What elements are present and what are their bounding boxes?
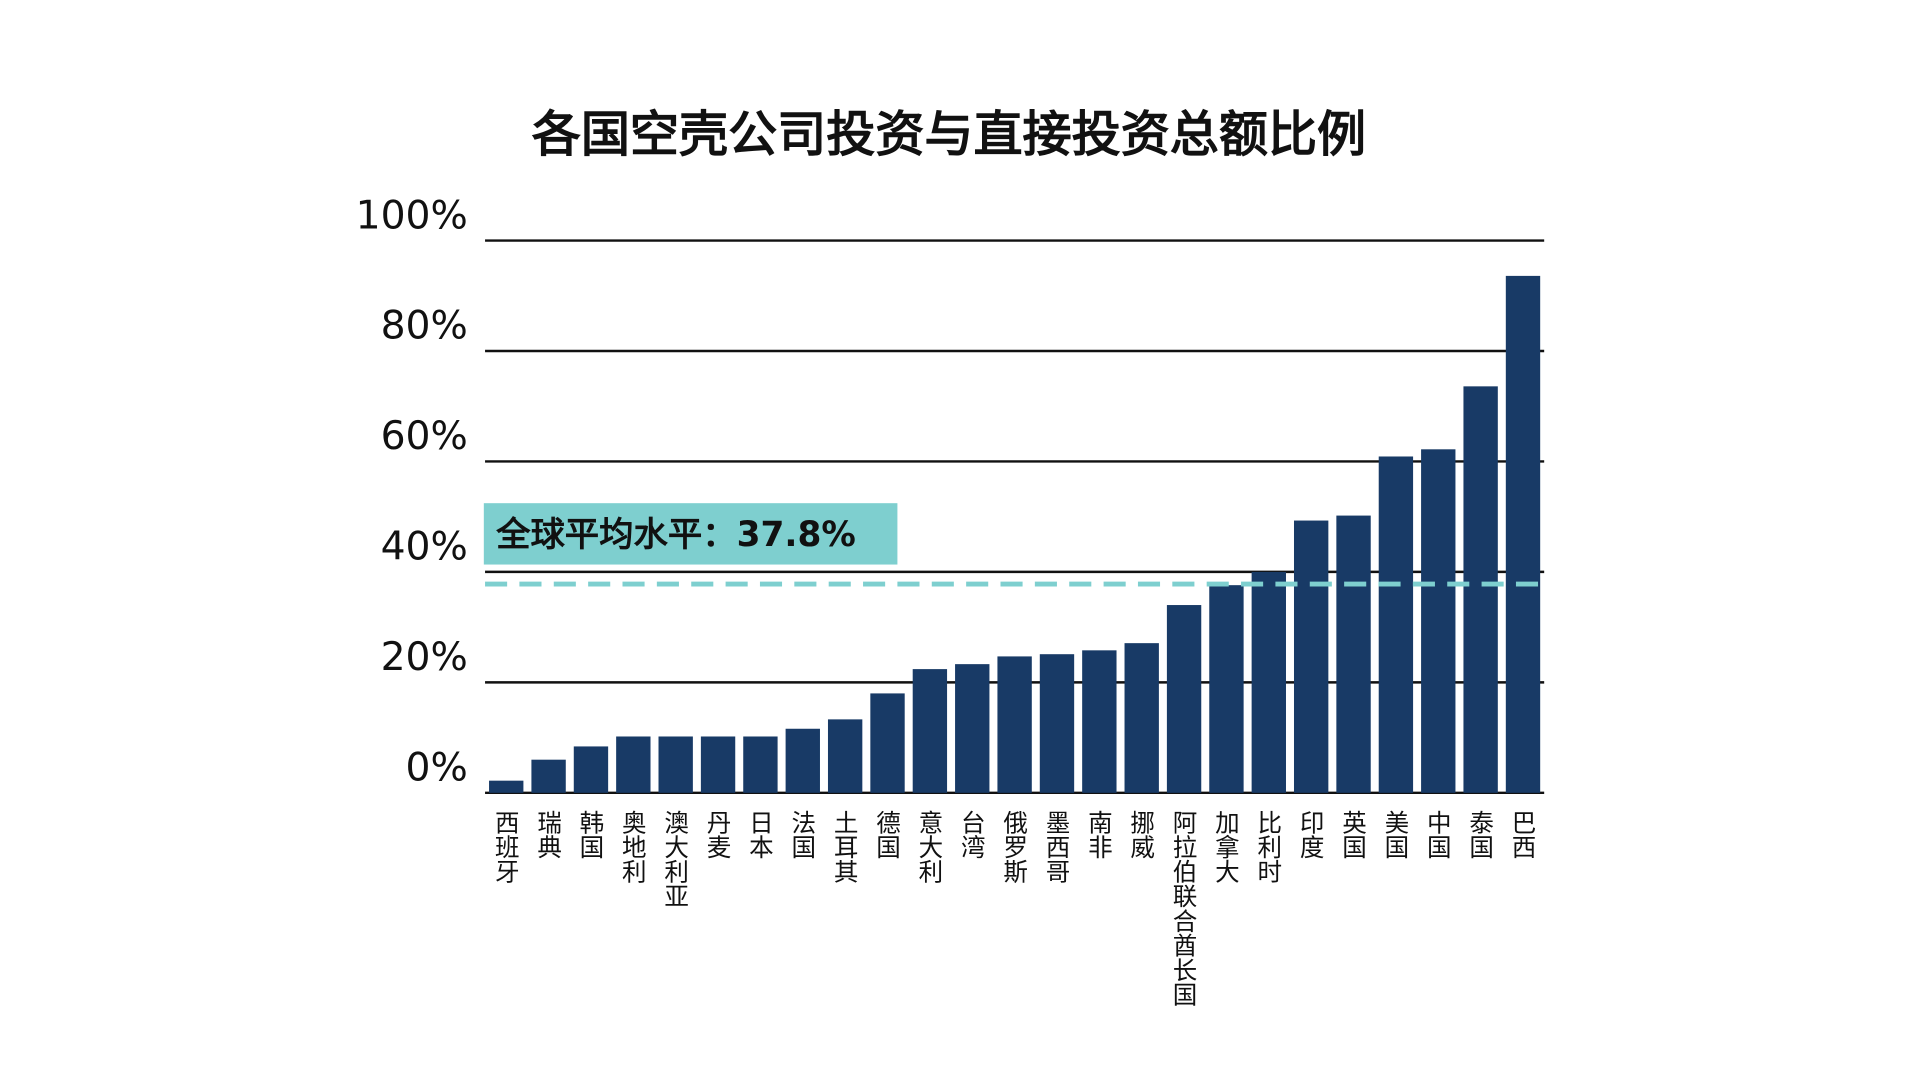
- x-tick-label: 加拿大: [1212, 810, 1241, 884]
- average-label-box: [483, 503, 898, 565]
- x-tick-label: 瑞典: [534, 810, 563, 860]
- bar: [1463, 386, 1498, 793]
- x-tick-label: 丹麦: [704, 810, 733, 859]
- bar: [1039, 654, 1075, 793]
- x-tick-label: 比利时: [1254, 810, 1283, 884]
- x-tick-label: 日本: [746, 810, 775, 859]
- y-tick-label: 80%: [381, 304, 468, 349]
- bar: [827, 719, 863, 793]
- bar: [531, 759, 566, 793]
- x-tick-label: 奥地利: [619, 810, 648, 884]
- y-tick-label: 40%: [381, 525, 468, 570]
- bar: [1166, 605, 1202, 793]
- x-tick-label: 澳大利亚: [661, 810, 690, 909]
- x-tick-label: 印度: [1297, 810, 1326, 860]
- x-tick-label: 韩国: [576, 810, 605, 860]
- x-tick-label: 法国: [788, 810, 817, 860]
- x-tick-label: 墨西哥: [1042, 810, 1071, 884]
- bar: [1124, 643, 1159, 793]
- x-tick-label: 英国: [1339, 810, 1368, 860]
- bar: [658, 736, 693, 793]
- y-tick-label: 100%: [356, 193, 468, 238]
- bar: [1209, 585, 1244, 793]
- bar: [1378, 456, 1414, 793]
- y-tick-label: 0%: [406, 746, 468, 791]
- bar: [743, 736, 778, 793]
- bar: [870, 693, 905, 793]
- x-tick-label: 意大利: [915, 810, 944, 884]
- bar: [1251, 571, 1286, 793]
- x-tick-label: 巴西: [1508, 810, 1537, 859]
- x-tick-label: 阿拉伯联合酋长国: [1170, 810, 1199, 1006]
- x-tick-label: 挪威: [1127, 810, 1156, 860]
- bar: [1082, 650, 1117, 793]
- bar: [489, 780, 524, 793]
- x-tick-label: 南非: [1085, 810, 1114, 860]
- y-tick-label: 60%: [381, 414, 468, 459]
- x-tick-label: 俄罗斯: [1000, 810, 1029, 884]
- bar: [573, 746, 609, 793]
- bar: [785, 728, 820, 793]
- x-tick-label: 美国: [1381, 810, 1410, 860]
- bar: [912, 669, 948, 793]
- bar: [1293, 520, 1329, 793]
- y-tick-label: 20%: [381, 635, 468, 680]
- bar: [1505, 275, 1541, 793]
- bar: [616, 736, 651, 793]
- bar: [1336, 515, 1371, 793]
- x-tick-label: 土耳其: [831, 810, 860, 884]
- x-tick-label: 台湾: [958, 810, 987, 860]
- bar: [955, 664, 990, 793]
- average-label: 全球平均水平：37.8%: [495, 515, 856, 555]
- x-tick-label: 德国: [873, 810, 902, 860]
- bar: [1421, 449, 1456, 793]
- chart-title: 各国空壳公司投资与直接投资总额比例: [532, 105, 1366, 163]
- x-tick-label: 中国: [1424, 810, 1453, 860]
- x-tick-label: 西班牙: [492, 810, 521, 884]
- x-tick-label: 泰国: [1466, 810, 1495, 860]
- bar: [700, 736, 736, 793]
- bar: [997, 656, 1032, 793]
